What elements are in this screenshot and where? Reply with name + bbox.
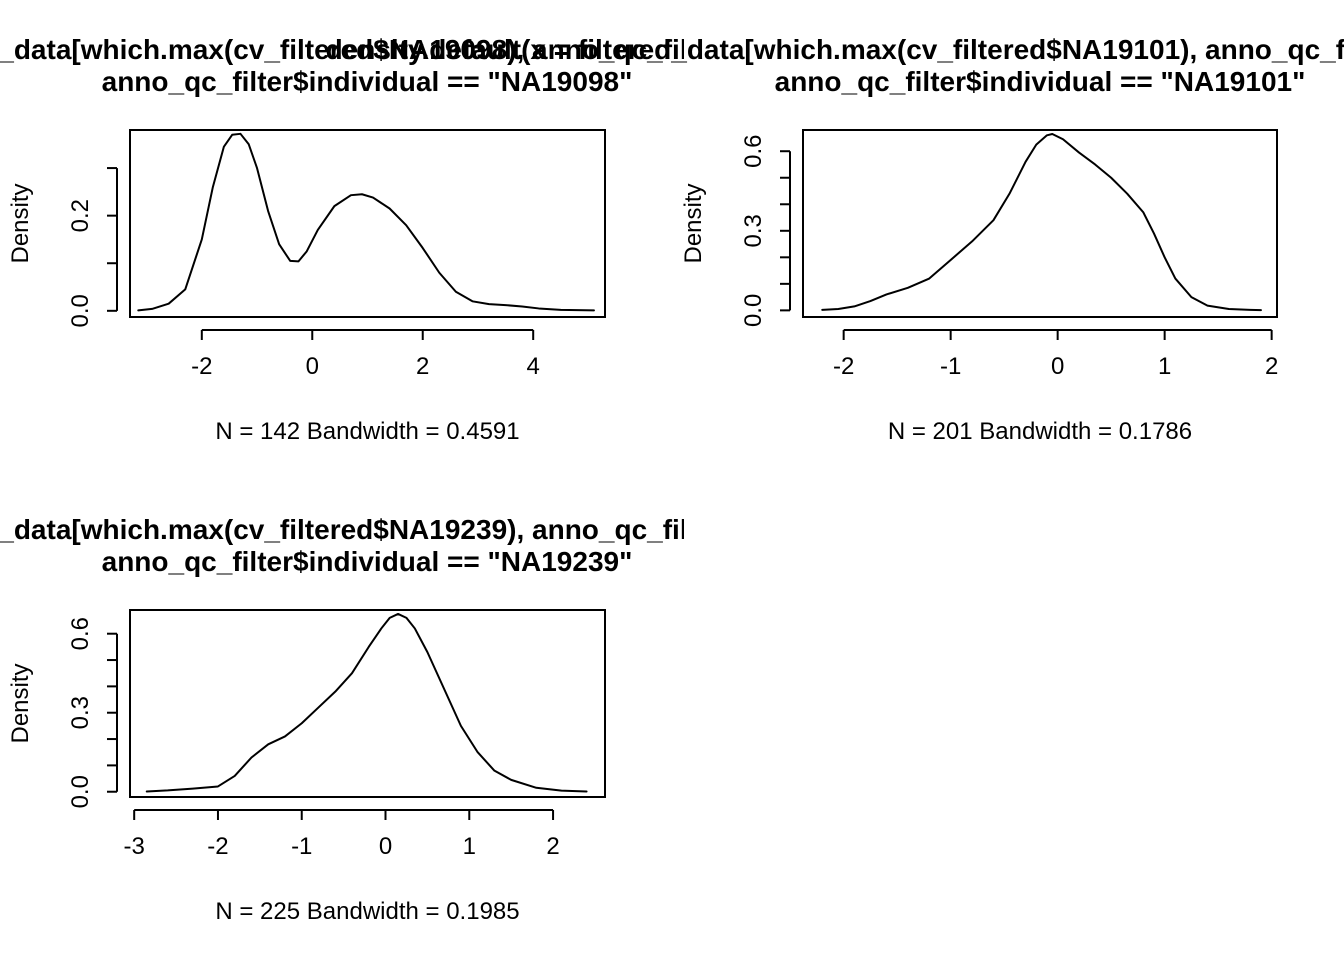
y-tick-label: 0.6 (740, 135, 767, 168)
panel-title-line-2: anno_qc_filter$individual == "NA19098" (102, 66, 633, 97)
x-tick-label: 0 (306, 353, 319, 380)
y-axis-label: Density (680, 183, 707, 263)
y-tick-label: 0.0 (67, 294, 94, 327)
plot-frame (129, 609, 606, 798)
plot-frame (129, 129, 606, 318)
density-curve (821, 132, 1262, 312)
x-tick-label: -2 (207, 833, 228, 860)
x-tick-label: 1 (463, 833, 476, 860)
x-axis-label: N = 225 Bandwidth = 0.1985 (215, 898, 519, 925)
y-tick-label: 0.6 (67, 617, 94, 650)
panel-title-line-2: anno_qc_filter$individual == "NA19239" (102, 546, 633, 577)
x-tick-label: 4 (527, 353, 540, 380)
x-tick-label: 2 (546, 833, 559, 860)
x-axis-label: N = 142 Bandwidth = 0.4591 (215, 418, 519, 445)
y-tick-label: 0.0 (740, 294, 767, 327)
x-tick-label: -2 (833, 353, 854, 380)
y-tick-label: 0.0 (67, 775, 94, 808)
panel-title-group: density.default(x = filtered_data[which.… (326, 34, 1344, 97)
x-tick-label: 2 (1265, 353, 1278, 380)
density-panel-1: density.default(x = filtered_data[which.… (0, 34, 1081, 445)
x-axis-label: N = 201 Bandwidth = 0.1786 (888, 418, 1192, 445)
x-tick-label: -3 (124, 833, 145, 860)
density-curve (145, 612, 588, 793)
density-panel-3: density.default(x = filtered_data[which.… (0, 514, 1081, 925)
panel-title-group: density.default(x = filtered_data[which.… (0, 514, 1081, 577)
y-axis-label: Density (7, 183, 34, 263)
x-tick-label: 2 (416, 353, 429, 380)
y-axis-label: Density (7, 663, 34, 743)
plot-frame (802, 129, 1278, 318)
panel-title-line-2: anno_qc_filter$individual == "NA19101" (775, 66, 1306, 97)
panel-title-line-1: density.default(x = filtered_data[which.… (0, 514, 1081, 545)
x-tick-label: -1 (291, 833, 312, 860)
x-tick-label: 0 (379, 833, 392, 860)
panel-title-line-1: density.default(x = filtered_data[which.… (326, 34, 1344, 65)
density-curve (137, 132, 595, 312)
y-tick-label: 0.3 (740, 214, 767, 247)
x-tick-label: -2 (191, 353, 212, 380)
y-tick-label: 0.3 (67, 696, 94, 729)
density-panel-2: density.default(x = filtered_data[which.… (326, 34, 1344, 445)
x-tick-label: 0 (1051, 353, 1064, 380)
y-tick-label: 0.2 (67, 199, 94, 232)
x-tick-label: 1 (1158, 353, 1171, 380)
x-tick-label: -1 (940, 353, 961, 380)
panel-title-group: density.default(x = filtered_data[which.… (0, 34, 1081, 97)
panel-title-line-1: density.default(x = filtered_data[which.… (0, 34, 1081, 65)
